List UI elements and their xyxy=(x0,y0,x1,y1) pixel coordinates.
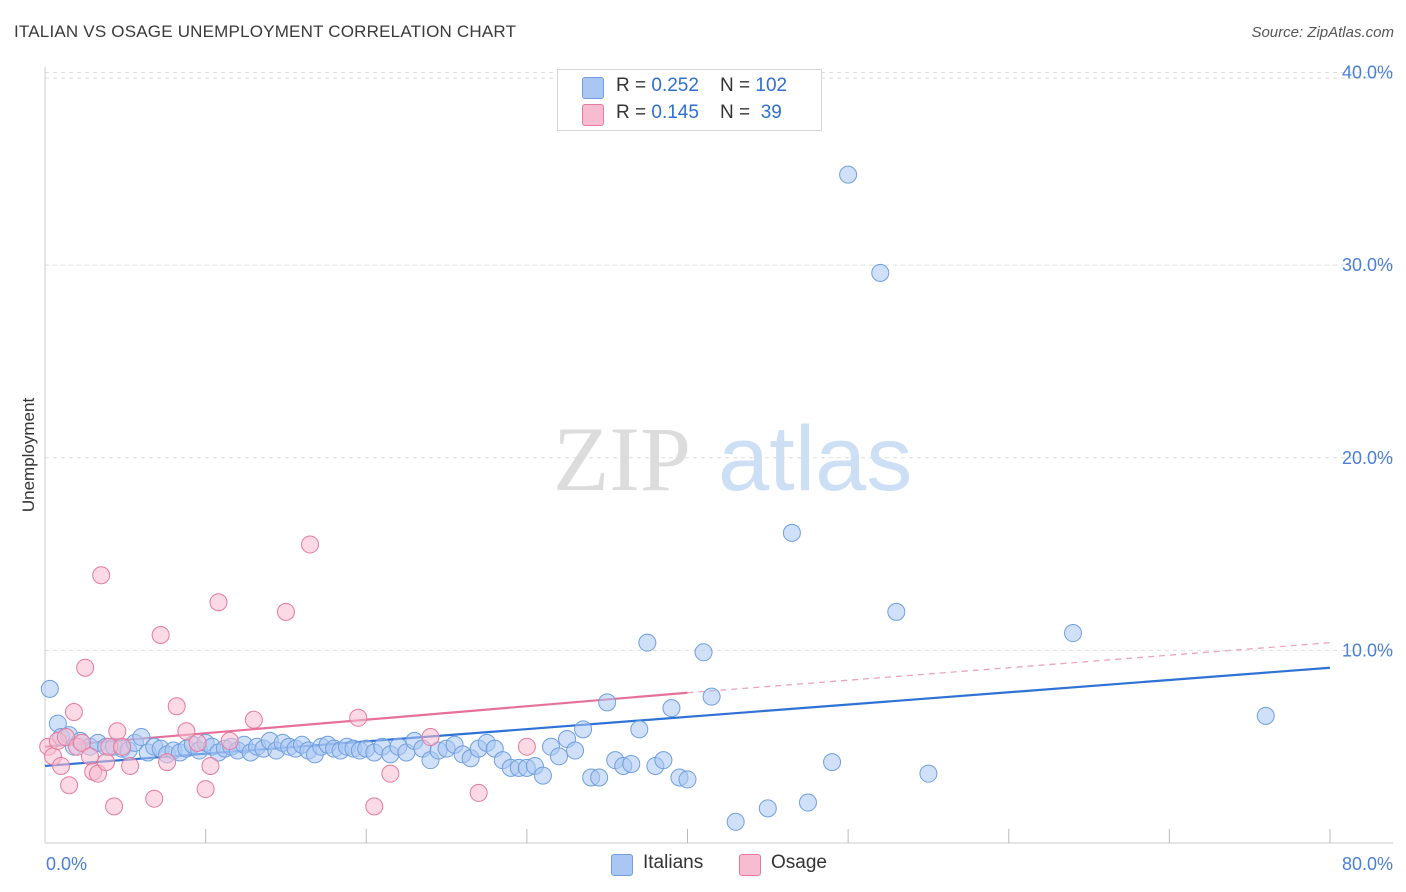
point-osage xyxy=(365,797,384,816)
point-italians xyxy=(758,799,777,818)
point-italians xyxy=(566,741,585,760)
y-axis-label: Unemployment xyxy=(19,398,38,513)
legend-r-label: R = xyxy=(616,75,652,96)
point-osage xyxy=(97,753,116,772)
legend-row-osage: R = 0.145 N = 39 xyxy=(582,102,782,126)
point-osage xyxy=(381,764,400,783)
point-osage xyxy=(220,731,239,750)
axes xyxy=(44,67,1393,844)
point-osage xyxy=(301,535,320,554)
x-tick-label-max: 80.0% xyxy=(1342,854,1393,874)
point-italians xyxy=(638,633,657,652)
legend-n-value: 102 xyxy=(755,75,788,96)
x-tick-label-min: 0.0% xyxy=(46,854,87,874)
legend-r-label: R = xyxy=(616,102,652,123)
legend-n-label: N = xyxy=(720,102,756,123)
point-italians xyxy=(678,770,697,789)
point-osage xyxy=(64,703,83,722)
point-italians xyxy=(798,793,817,812)
legend-swatch-italians xyxy=(582,77,604,99)
data-points xyxy=(39,165,1275,831)
point-italians xyxy=(919,764,938,783)
point-italians xyxy=(40,679,59,698)
y-tick-label: 40.0% xyxy=(1342,63,1393,83)
point-italians xyxy=(694,643,713,662)
point-osage xyxy=(188,733,207,752)
point-italians xyxy=(1064,624,1082,643)
point-italians xyxy=(550,747,568,766)
legend-r-value: 0.252 xyxy=(651,75,699,96)
y-tick-label: 20.0% xyxy=(1342,448,1393,468)
trendline-extension-osage xyxy=(687,642,1331,694)
legend-label-osage: Osage xyxy=(771,852,827,873)
point-italians xyxy=(654,751,673,770)
x-ticks xyxy=(205,829,1331,843)
legend-swatch-osage xyxy=(582,104,604,126)
point-osage xyxy=(76,658,95,677)
point-italians xyxy=(132,728,151,747)
point-italians xyxy=(630,720,649,739)
y-tick-label: 30.0% xyxy=(1342,255,1393,275)
point-italians xyxy=(782,523,801,542)
y-tick-labels: 10.0% 20.0% 30.0% 40.0% xyxy=(1342,63,1393,661)
point-italians xyxy=(702,687,721,706)
point-italians xyxy=(590,768,609,787)
point-osage xyxy=(72,733,91,752)
point-osage xyxy=(105,797,124,816)
source-label: Source: ZipAtlas.com xyxy=(1251,24,1394,41)
point-osage xyxy=(92,566,111,585)
legend-n-label: N = xyxy=(720,75,756,96)
point-osage xyxy=(121,756,140,775)
chart-title: ITALIAN VS OSAGE UNEMPLOYMENT CORRELATIO… xyxy=(14,22,517,41)
y-tick-label: 10.0% xyxy=(1342,640,1393,660)
point-osage xyxy=(60,776,79,795)
point-osage xyxy=(276,602,295,621)
point-osage xyxy=(113,737,132,756)
point-osage xyxy=(52,756,71,775)
point-osage xyxy=(80,747,99,766)
point-osage xyxy=(421,728,440,747)
point-osage xyxy=(244,710,263,729)
point-italians xyxy=(622,755,641,774)
point-osage xyxy=(177,722,196,741)
point-italians xyxy=(726,812,745,831)
point-italians xyxy=(533,766,552,785)
correlation-legend: R = 0.252 N = 102 R = 0.145 N = 39 xyxy=(557,69,822,131)
point-italians xyxy=(574,720,593,739)
point-italians xyxy=(887,602,906,621)
point-osage xyxy=(145,789,164,808)
point-osage xyxy=(158,753,177,772)
legend-swatch-italians xyxy=(611,854,633,876)
point-italians xyxy=(823,753,842,772)
legend-label-italians: Italians xyxy=(643,852,704,873)
point-osage xyxy=(201,756,220,775)
point-osage xyxy=(469,783,488,802)
watermark-zip: ZIP xyxy=(553,408,691,510)
point-osage xyxy=(349,708,368,727)
point-osage xyxy=(151,625,170,644)
point-osage xyxy=(517,737,536,756)
point-osage xyxy=(196,780,215,799)
point-osage xyxy=(167,697,186,716)
watermark-atlas: atlas xyxy=(718,408,912,510)
point-italians xyxy=(839,165,858,184)
point-italians xyxy=(662,699,681,718)
legend-n-value: 39 xyxy=(755,102,782,123)
legend-r-value: 0.145 xyxy=(651,102,699,123)
point-italians xyxy=(871,263,890,282)
point-italians xyxy=(598,693,617,712)
point-osage xyxy=(108,722,127,741)
legend-swatch-osage xyxy=(739,854,761,876)
point-italians xyxy=(1256,706,1275,725)
watermark: ZIP atlas xyxy=(553,408,912,510)
gridlines xyxy=(45,72,1393,651)
legend-row-italians: R = 0.252 N = 102 xyxy=(582,75,787,99)
point-osage xyxy=(209,593,228,612)
